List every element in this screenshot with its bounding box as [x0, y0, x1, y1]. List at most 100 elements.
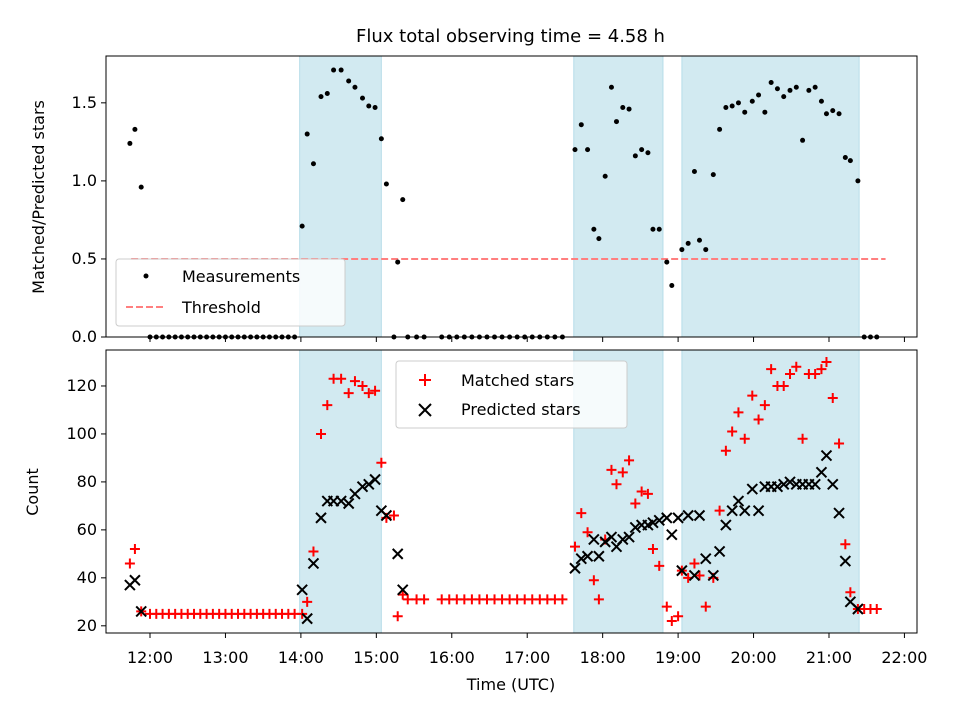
predicted-point [752, 504, 765, 517]
matched-point [557, 594, 568, 605]
matched-point [302, 596, 313, 607]
shaded-intervals [299, 349, 860, 634]
legend-box [115, 258, 346, 327]
matched-point [343, 388, 354, 399]
data-point [304, 131, 310, 137]
predicted-point [739, 504, 751, 517]
shaded-intervals [299, 55, 860, 338]
data-point [591, 226, 597, 232]
data-point [366, 103, 372, 109]
y-tick-label: 60 [77, 520, 97, 539]
predicted-point [356, 480, 369, 493]
y-tick-label: 100 [66, 424, 97, 443]
predicted-point [369, 473, 381, 486]
data-point [781, 94, 787, 100]
chart-title: Flux total observing time = 4.58 h [356, 26, 665, 47]
shaded-interval [681, 349, 860, 634]
y-tick-label: 40 [77, 568, 97, 587]
predicted-point [827, 478, 839, 491]
x-tick-label: 17:00 [504, 648, 550, 667]
predicted-point [593, 550, 605, 562]
matched-point [791, 361, 802, 372]
data-point [585, 147, 591, 153]
predicted-point [688, 569, 701, 582]
matched-point [871, 604, 882, 615]
predicted-point [605, 531, 618, 543]
x-axis-label: Time (UTC) [466, 675, 555, 694]
matched-point [720, 445, 731, 456]
matched-point [397, 589, 408, 600]
matched-point [630, 498, 641, 509]
matched-point [129, 544, 140, 555]
matched-points [124, 356, 882, 627]
matched-point [593, 594, 604, 605]
y-tick-label: 0.0 [72, 327, 97, 346]
top-y-label: Matched/Predicted stars [29, 100, 48, 294]
data-point [138, 184, 144, 190]
data-point [626, 106, 632, 112]
matched-point [588, 575, 599, 586]
matched-point [840, 539, 851, 550]
predicted-point [342, 497, 355, 510]
predicted-point [726, 504, 738, 517]
matched-point [661, 601, 672, 612]
data-point [608, 84, 614, 90]
data-point [669, 282, 675, 288]
data-point [372, 105, 378, 111]
predicted-point [315, 512, 327, 524]
matched-point [700, 601, 711, 612]
x-tick-label: 21:00 [806, 648, 852, 667]
matched-point [673, 611, 684, 622]
data-point [378, 136, 384, 142]
matched-point [576, 508, 587, 519]
y-axis: 20 40 60 80 100 120 [66, 376, 106, 635]
predicted-point [833, 507, 845, 519]
x-tick-label: 20:00 [730, 648, 776, 667]
data-point [830, 108, 836, 114]
predicted-point [301, 612, 313, 625]
matched-point [714, 505, 725, 516]
data-point [768, 80, 774, 86]
predicted-point [676, 564, 688, 577]
matched-point [747, 390, 758, 401]
legend-marker-predicted [418, 403, 432, 417]
predicted-point [647, 516, 659, 529]
matched-point [402, 594, 413, 605]
predicted-point [815, 466, 828, 479]
bottom-plot-frame [105, 349, 918, 634]
data-point [691, 169, 697, 175]
matched-point [349, 376, 360, 387]
data-point [836, 111, 842, 117]
data-point [723, 105, 729, 111]
matched-point [733, 407, 744, 418]
matched-point [357, 380, 368, 391]
data-point [318, 94, 324, 100]
data-point [679, 247, 685, 253]
predicted-point [707, 569, 720, 582]
data-point [696, 237, 702, 243]
top-plot-frame [105, 55, 918, 338]
predicted-point [682, 509, 694, 522]
data-point [400, 197, 406, 203]
matched-point [606, 464, 617, 475]
predicted-point [296, 584, 308, 596]
predicted-point [661, 512, 673, 524]
matched-point [689, 558, 700, 569]
predicted-point [588, 533, 600, 546]
matched-point [322, 400, 333, 411]
data-point [729, 103, 735, 109]
legend-box [395, 360, 628, 429]
matched-point [816, 364, 827, 375]
data-point [645, 150, 651, 156]
matched-point [759, 400, 770, 411]
predicted-point [392, 548, 404, 560]
data-point [749, 98, 755, 104]
matched-point [827, 392, 838, 403]
matched-point [392, 611, 403, 622]
predicted-point [129, 574, 141, 586]
predicted-point [732, 495, 745, 507]
matched-point [582, 527, 593, 538]
data-point [742, 109, 748, 115]
predicted-point [581, 550, 594, 562]
matched-point [336, 373, 347, 384]
